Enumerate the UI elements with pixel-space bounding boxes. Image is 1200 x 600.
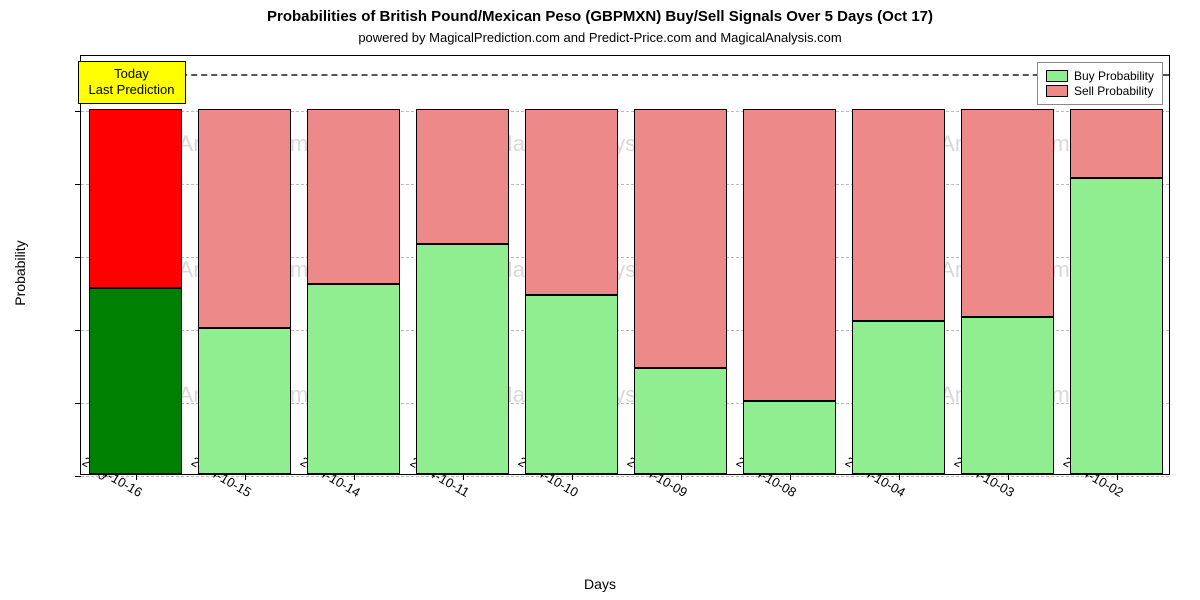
bar-buy: [634, 368, 728, 474]
bar-sell: [1070, 109, 1164, 178]
bar-sell: [198, 109, 292, 328]
legend-swatch-buy: [1046, 70, 1068, 82]
bar-sell: [743, 109, 837, 401]
bars-layer: [81, 56, 1169, 474]
bar-buy: [89, 288, 183, 474]
xtick-mark: [572, 474, 573, 480]
bar-sell: [525, 109, 619, 295]
bar-buy: [743, 401, 837, 474]
bar-sell: [961, 109, 1055, 317]
xtick-mark: [790, 474, 791, 480]
legend-row-buy: Buy Probability: [1046, 69, 1154, 83]
xtick-mark: [463, 474, 464, 480]
legend: Buy Probability Sell Probability: [1037, 62, 1163, 105]
bar-sell: [634, 109, 728, 368]
xtick-mark: [354, 474, 355, 480]
legend-swatch-sell: [1046, 85, 1068, 97]
ytick-mark: [75, 476, 81, 477]
bar-buy: [525, 295, 619, 474]
xtick-mark: [1117, 474, 1118, 480]
bar-buy: [307, 284, 401, 474]
y-axis-label: Probability: [12, 240, 28, 305]
bar-buy: [1070, 178, 1164, 474]
bar-buy: [852, 321, 946, 474]
x-axis-label: Days: [0, 576, 1200, 592]
bar-buy: [198, 328, 292, 474]
bar-sell: [89, 109, 183, 288]
bar-buy: [961, 317, 1055, 474]
plot-area: MagicalAnalysis.comMagicalAnalysis.comMa…: [80, 55, 1170, 475]
xtick-mark: [245, 474, 246, 480]
xtick-mark: [136, 474, 137, 480]
xtick-mark: [1008, 474, 1009, 480]
bar-sell: [852, 109, 946, 321]
legend-label-buy: Buy Probability: [1074, 69, 1154, 83]
legend-label-sell: Sell Probability: [1074, 84, 1153, 98]
today-line1: Today: [89, 66, 175, 83]
bar-sell: [307, 109, 401, 284]
today-line2: Last Prediction: [89, 82, 175, 99]
bar-sell: [416, 109, 510, 244]
xtick-mark: [899, 474, 900, 480]
chart-container: Probabilities of British Pound/Mexican P…: [0, 0, 1200, 600]
chart-subtitle: powered by MagicalPrediction.com and Pre…: [0, 30, 1200, 45]
xtick-mark: [681, 474, 682, 480]
legend-row-sell: Sell Probability: [1046, 84, 1154, 98]
today-annotation: Today Last Prediction: [78, 61, 186, 105]
chart-title: Probabilities of British Pound/Mexican P…: [0, 8, 1200, 25]
bar-buy: [416, 244, 510, 474]
